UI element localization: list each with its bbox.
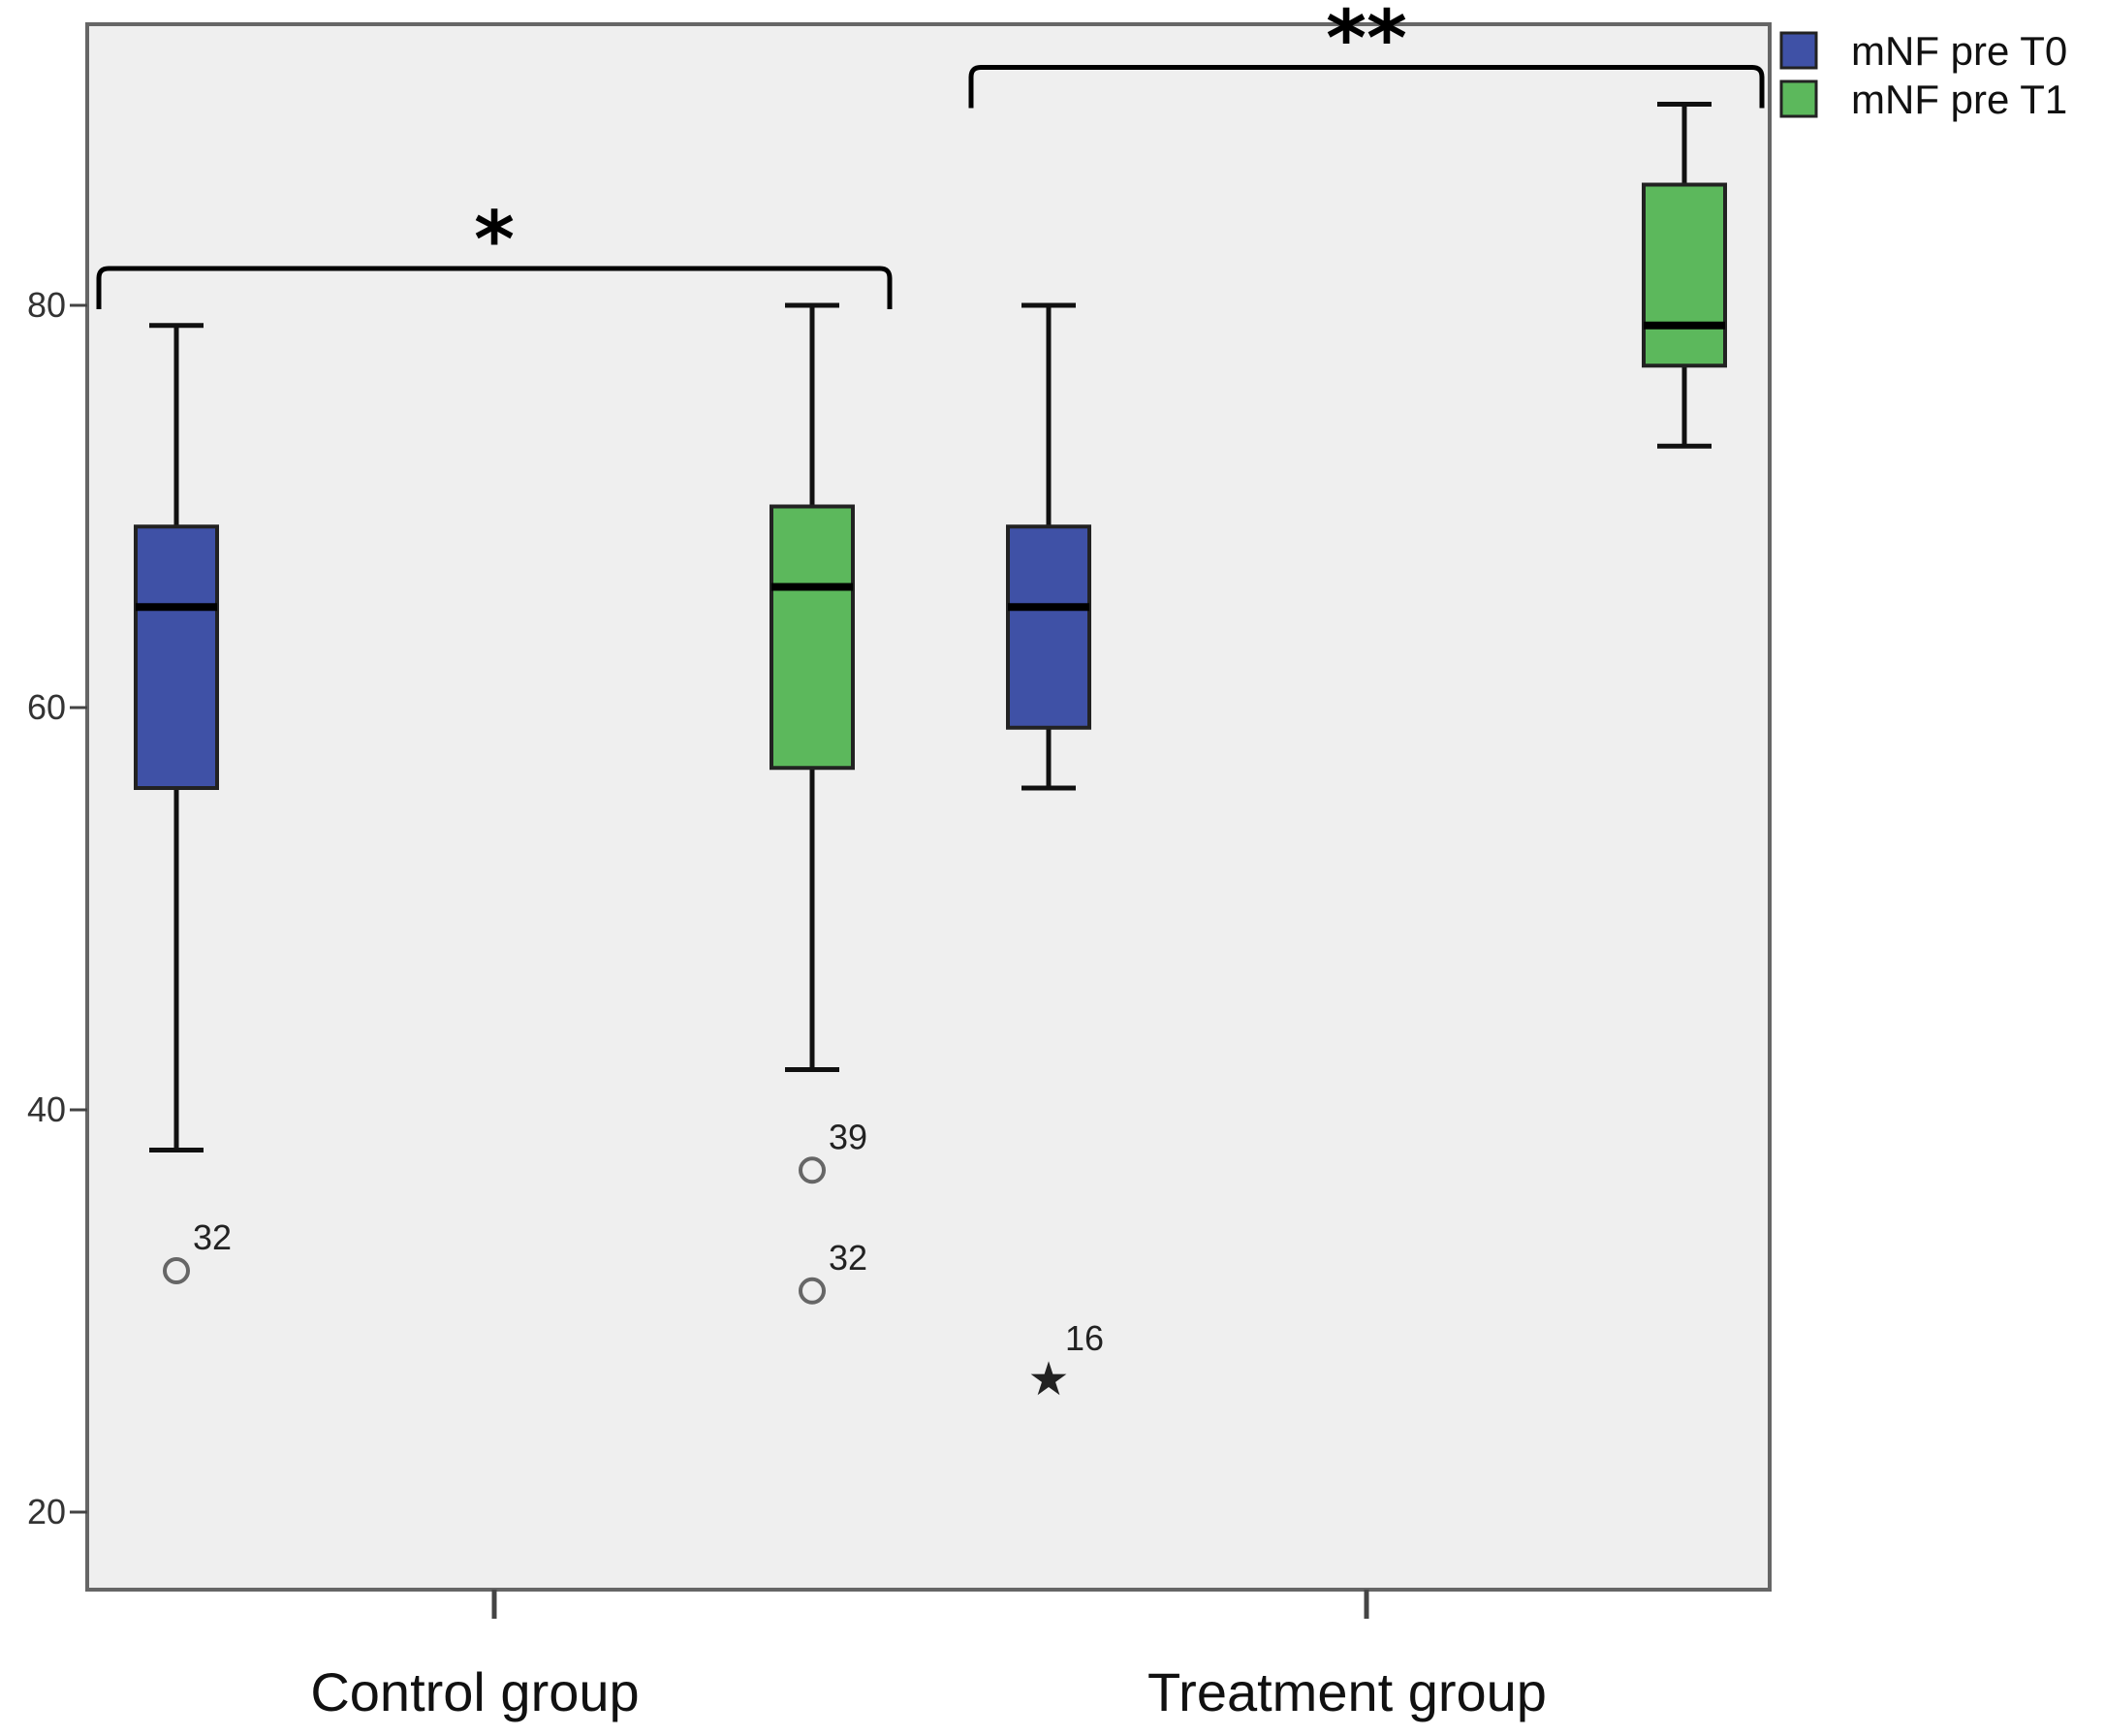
- legend-swatch: [1779, 79, 1818, 118]
- y-tick-label: 20: [27, 1492, 66, 1531]
- outlier-point: [799, 1277, 826, 1305]
- significance-label: *: [474, 195, 515, 285]
- legend-label: mNF pre T0: [1851, 28, 2067, 74]
- outlier-label: 32: [193, 1217, 232, 1257]
- category-label: Control group: [310, 1661, 639, 1722]
- box-t1-control: [770, 302, 855, 1305]
- outlier-label: 16: [1065, 1318, 1104, 1358]
- box-t0-treatment: ★: [1006, 302, 1091, 1406]
- iqr-box: [770, 504, 855, 771]
- outlier-label: 39: [829, 1117, 867, 1156]
- y-tick-label: 80: [27, 285, 66, 325]
- iqr-box: [134, 524, 219, 790]
- category-label: Treatment group: [1147, 1661, 1547, 1722]
- y-tick-label: 60: [27, 687, 66, 727]
- box-t0-control: [134, 323, 219, 1284]
- extreme-outlier-point: ★: [1027, 1352, 1069, 1406]
- significance-bracket: [968, 65, 1765, 109]
- box-t1-treatment: [1642, 102, 1727, 449]
- legend-swatch: [1779, 31, 1818, 70]
- significance-label: **: [1326, 0, 1407, 84]
- outlier-label: 32: [829, 1238, 867, 1278]
- legend-label: mNF pre T1: [1851, 77, 2067, 122]
- significance-bracket: [96, 266, 893, 309]
- iqr-box: [1642, 182, 1727, 368]
- y-tick-label: 40: [27, 1089, 66, 1129]
- outlier-point: [799, 1156, 826, 1184]
- outlier-point: [163, 1257, 190, 1284]
- plot-area: [85, 22, 1772, 1592]
- iqr-box: [1006, 524, 1091, 730]
